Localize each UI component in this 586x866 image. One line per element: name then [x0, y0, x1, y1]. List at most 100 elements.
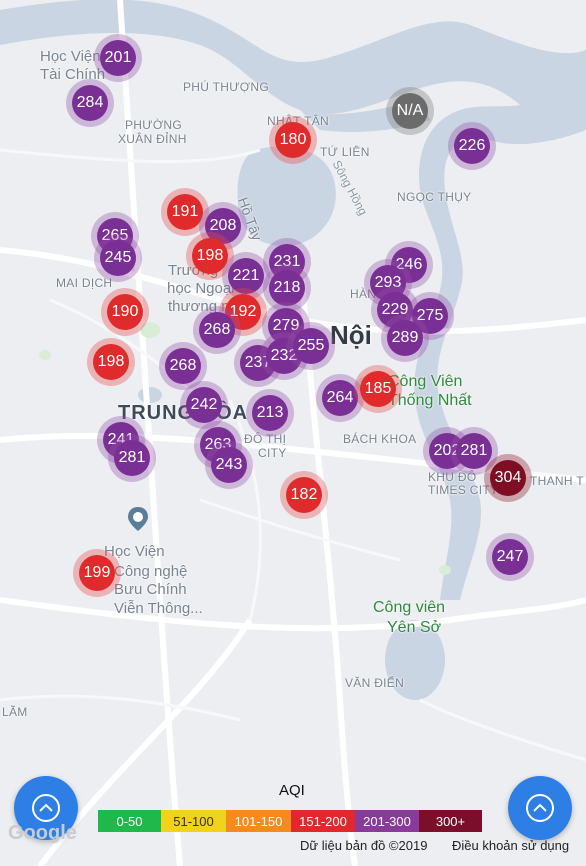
aqi-station-marker[interactable]: 198 [87, 338, 135, 386]
place-label: Học Viện [40, 48, 101, 65]
aqi-legend: 0-50 51-100 101-150 151-200 201-300 300+ [98, 810, 482, 832]
aqi-station-marker[interactable]: 226 [448, 122, 496, 170]
legend-range-2: 51-100 [161, 810, 226, 832]
aqi-station-marker[interactable]: 191 [161, 188, 209, 236]
aqi-value: 198 [93, 344, 129, 380]
aqi-value: 199 [79, 555, 115, 591]
place-label: LÃM [2, 705, 28, 719]
aqi-value: 255 [293, 328, 329, 364]
aqi-station-marker[interactable]: 281 [450, 427, 498, 475]
aqi-value: 242 [186, 387, 222, 423]
place-label: PHÚ THƯỢNG [183, 80, 269, 94]
aqi-value: 213 [252, 395, 288, 431]
aqi-station-marker[interactable]: 281 [108, 434, 156, 482]
place-label: VĂN ĐIỂN [345, 676, 405, 690]
place-label: NGỌC THỤY [397, 190, 472, 204]
aqi-station-marker[interactable]: 199 [73, 549, 121, 597]
aqi-station-marker[interactable]: 247 [486, 533, 534, 581]
aqi-value: 180 [275, 122, 311, 158]
legend-range-1: 0-50 [98, 810, 161, 832]
aqi-value: 281 [456, 433, 492, 469]
place-label: KHU ĐÔ [428, 470, 477, 484]
aqi-station-marker[interactable]: 268 [193, 306, 241, 354]
aqi-station-marker[interactable]: 182 [280, 471, 328, 519]
place-label: Tài Chính [40, 66, 106, 83]
aqi-station-marker[interactable]: 264 [316, 374, 364, 422]
aqi-station-marker[interactable]: 284 [66, 79, 114, 127]
place-label: BÁCH KHOA [343, 432, 417, 446]
place-label: Công nghệ [114, 563, 188, 580]
landmark-pin-icon [128, 507, 148, 531]
aqi-station-marker[interactable]: 208 [199, 202, 247, 250]
aqi-value: 191 [167, 194, 203, 230]
place-label: học Ngoại [167, 280, 235, 297]
place-label: Thống Nhất [388, 392, 472, 409]
place-label: TIMES CITY [428, 483, 499, 497]
place-label: MAI DỊCH [56, 276, 113, 290]
aqi-value: 247 [492, 539, 528, 575]
place-label: Viễn Thông... [114, 600, 203, 617]
aqi-value: 245 [100, 240, 136, 276]
legend-range-3: 101-150 [226, 810, 291, 832]
aqi-value: 190 [107, 294, 143, 330]
aqi-value: 182 [286, 477, 322, 513]
aqi-station-marker[interactable]: N/A [386, 87, 434, 135]
map-data-attribution: Dữ liệu bản đồ ©2019 [300, 838, 428, 853]
aqi-value: 198 [192, 238, 228, 274]
aqi-station-marker[interactable]: 255 [287, 322, 335, 370]
aqi-station-marker[interactable]: 185 [354, 365, 402, 413]
aqi-value: 218 [269, 270, 305, 306]
aqi-station-marker[interactable]: 198 [186, 232, 234, 280]
aqi-value: 243 [211, 447, 247, 483]
scroll-up-button-right[interactable] [508, 776, 572, 840]
place-label: Bưu Chính [114, 581, 187, 598]
place-label: PHƯỜNG [125, 118, 183, 132]
aqi-station-marker[interactable]: 180 [269, 116, 317, 164]
place-label: ĐÔ THỊ [244, 432, 287, 446]
aqi-value: 289 [387, 320, 423, 356]
legend-range-4: 151-200 [291, 810, 355, 832]
aqi-station-marker[interactable]: 243 [205, 441, 253, 489]
aqi-value: 246 [391, 247, 427, 283]
legend-range-6: 300+ [419, 810, 482, 832]
legend-range-5: 201-300 [355, 810, 419, 832]
aqi-station-marker[interactable]: 268 [159, 342, 207, 390]
aqi-station-marker[interactable]: 289 [381, 314, 429, 362]
place-label: TỨ LIÊN [320, 145, 370, 159]
aqi-value: 268 [165, 348, 201, 384]
aqi-value: 284 [72, 85, 108, 121]
aqi-station-marker[interactable]: 218 [263, 264, 311, 312]
aqi-value: N/A [392, 93, 428, 129]
aqi-station-marker[interactable]: 275 [406, 292, 454, 340]
aqi-value: 264 [322, 380, 358, 416]
chevron-up-icon [32, 794, 60, 822]
aqi-value: 281 [114, 440, 150, 476]
aqi-station-marker[interactable]: 304 [484, 454, 532, 502]
aqi-station-marker[interactable]: 265 [91, 212, 139, 260]
aqi-station-marker[interactable]: 213 [246, 389, 294, 437]
place-label: CITY [258, 446, 287, 460]
aqi-value: 185 [360, 371, 396, 407]
legend-title: AQI [279, 782, 305, 799]
aqi-station-marker[interactable]: 245 [94, 234, 142, 282]
chevron-up-icon [526, 794, 554, 822]
google-logo: Google [8, 822, 77, 844]
aqi-station-marker[interactable]: 242 [180, 381, 228, 429]
place-label: Nội [330, 320, 372, 350]
aqi-value: 221 [228, 258, 264, 294]
place-label: Công Viên [388, 373, 463, 390]
aqi-value: 226 [454, 128, 490, 164]
aqi-value: 268 [199, 312, 235, 348]
scroll-up-button-left[interactable] [14, 776, 78, 840]
place-label: Yên Sở [387, 619, 442, 636]
aqi-value: 201 [100, 40, 136, 76]
place-label: XUÂN ĐỈNH [118, 132, 187, 146]
aqi-value: 304 [490, 460, 526, 496]
aqi-station-marker[interactable]: 293 [364, 259, 412, 307]
aqi-station-marker[interactable]: 221 [222, 252, 270, 300]
place-label: Học Viện [104, 543, 165, 560]
place-label: Công viên [373, 599, 446, 616]
aqi-station-marker[interactable]: 190 [101, 288, 149, 336]
aqi-station-marker[interactable]: 201 [94, 34, 142, 82]
terms-link[interactable]: Điều khoản sử dụng [452, 838, 570, 853]
